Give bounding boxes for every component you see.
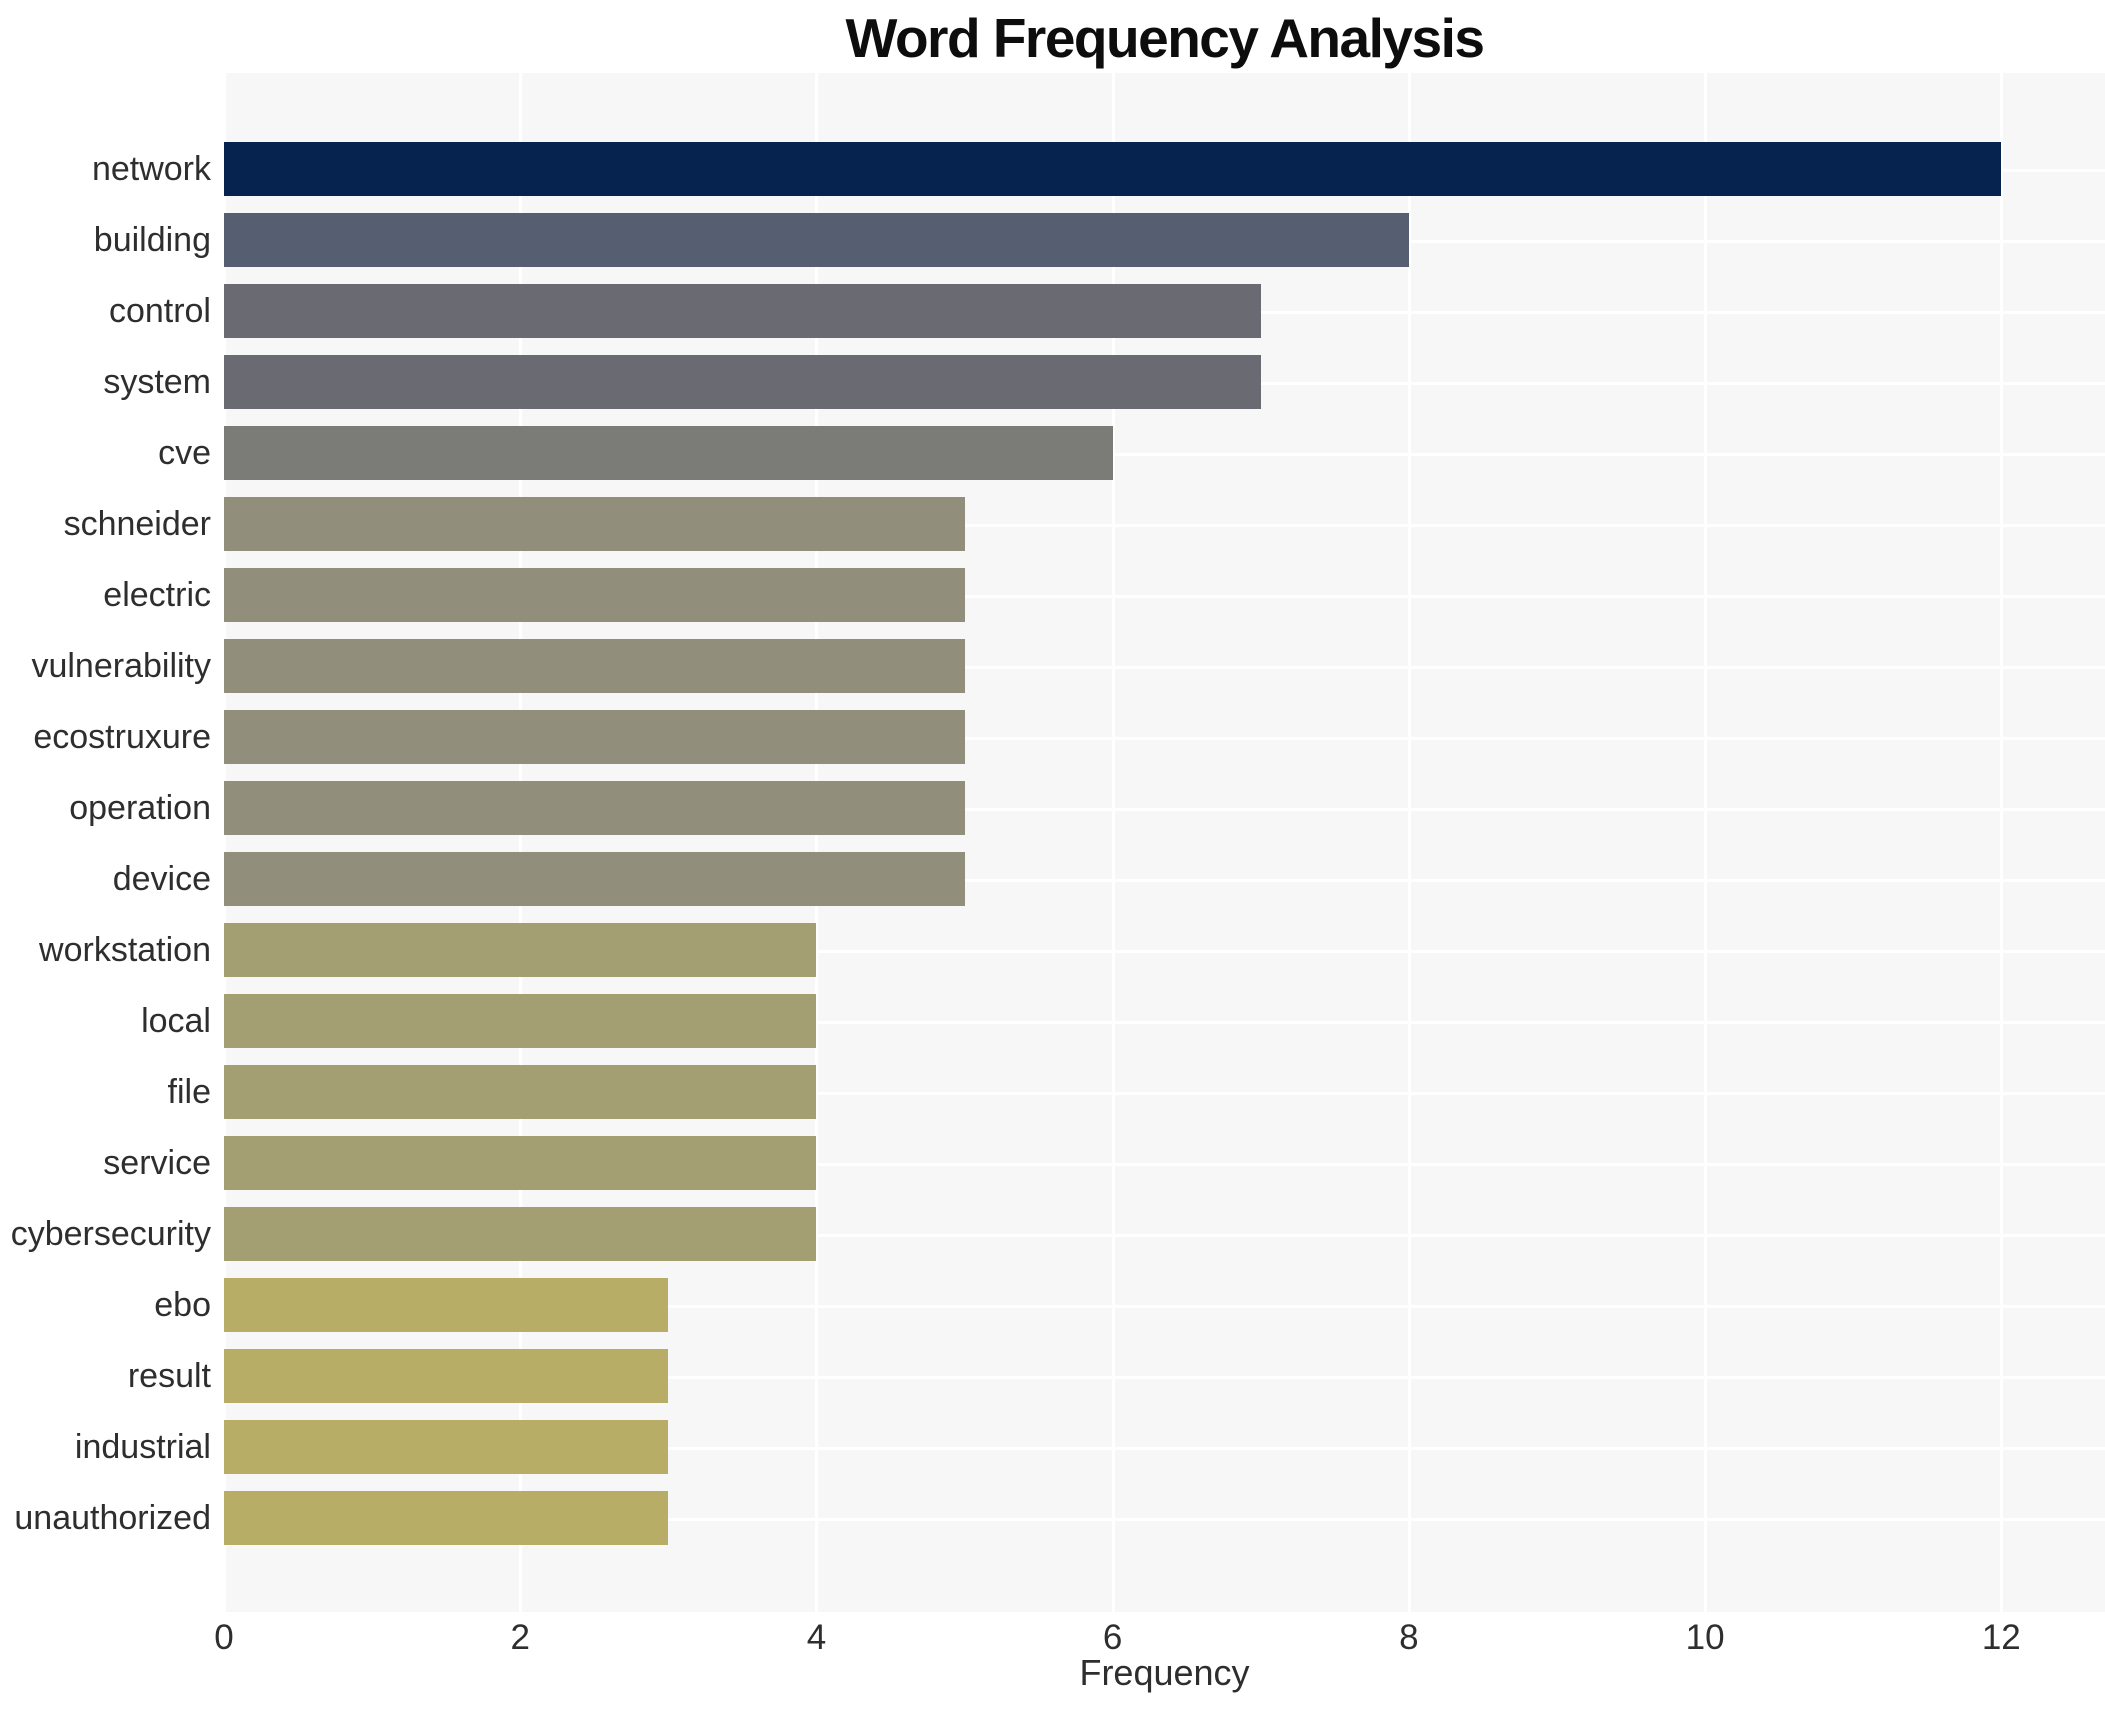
x-tick-label: 0 (214, 1618, 234, 1657)
horizontal-gridline (224, 1091, 2105, 1095)
y-tick-label: service (103, 1144, 211, 1182)
y-tick-label: industrial (74, 1428, 211, 1466)
bar-row: ecostruxure (33, 702, 2105, 773)
bar-row: schneider (64, 489, 2105, 560)
horizontal-gridline (224, 1233, 2105, 1237)
y-tick-label: vulnerability (31, 647, 211, 685)
bar-system (224, 355, 1261, 409)
bar-electric (224, 568, 965, 622)
x-tick-label: 6 (1102, 1618, 1123, 1657)
y-tick-label: workstation (39, 931, 211, 969)
y-tick-label: ebo (154, 1286, 211, 1324)
horizontal-gridline (224, 523, 2105, 527)
bar-row: unauthorized (14, 1483, 2105, 1554)
bar-network (224, 142, 2002, 196)
bar-device (224, 852, 965, 906)
horizontal-gridline (224, 1375, 2105, 1379)
bar-cybersecurity (224, 1207, 817, 1261)
chart-title: Word Frequency Analysis (845, 7, 1485, 69)
vertical-gridline (223, 73, 226, 1612)
horizontal-gridline (224, 1304, 2105, 1308)
y-tick-label: ecostruxure (33, 718, 211, 756)
bar-row: cve (158, 418, 2105, 489)
bar-file (224, 1065, 817, 1119)
bar-building (224, 213, 1409, 267)
bar-row: ebo (154, 1270, 2105, 1341)
bar-row: control (109, 276, 2105, 347)
bar-result (224, 1349, 669, 1403)
bar-row: workstation (39, 915, 2105, 986)
bar-row: result (128, 1341, 2105, 1412)
bar-row: operation (69, 773, 2105, 844)
bar-workstation (224, 923, 817, 977)
bar-row: building (94, 205, 2105, 276)
x-tick-label: 12 (1981, 1618, 2021, 1657)
horizontal-gridline (224, 452, 2105, 456)
bars-container: network building control system cve schneider… (11, 134, 2105, 1554)
bar-row: electric (103, 560, 2105, 631)
x-axis-title: Frequency (1079, 1652, 1250, 1693)
y-tick-label: cybersecurity (10, 1215, 211, 1253)
y-tick-label: device (112, 860, 211, 898)
x-tick-label: 4 (806, 1618, 827, 1657)
y-tick-label: cve (158, 434, 211, 472)
horizontal-gridline (224, 1446, 2105, 1450)
bar-ecostruxure (224, 710, 965, 764)
bar-vulnerability (224, 639, 965, 693)
horizontal-gridline (224, 1162, 2105, 1166)
bar-row: industrial (75, 1412, 2105, 1483)
y-tick-label: operation (69, 789, 211, 827)
bar-row: vulnerability (31, 631, 2105, 702)
horizontal-gridline (224, 807, 2105, 811)
y-tick-label: system (103, 363, 211, 401)
bar-industrial (224, 1420, 669, 1474)
horizontal-gridline (224, 736, 2105, 740)
bar-ebo (224, 1278, 669, 1332)
bar-service (224, 1136, 817, 1190)
horizontal-gridline (224, 594, 2105, 598)
vertical-gridline (815, 73, 819, 1612)
vertical-gridline (2000, 73, 2004, 1612)
y-tick-label: electric (103, 576, 211, 614)
bar-unauthorized (224, 1491, 669, 1545)
bar-row: device (113, 844, 2105, 915)
y-tick-label: local (141, 1002, 211, 1040)
y-tick-label: network (91, 150, 211, 188)
bar-row: file (168, 1057, 2105, 1128)
x-tick-label: 8 (1399, 1618, 1419, 1657)
vertical-gridline (1704, 73, 1708, 1612)
y-tick-label: file (167, 1073, 211, 1111)
bar-operation (224, 781, 965, 835)
bar-row: system (103, 347, 2105, 418)
x-tick-label: 2 (510, 1618, 530, 1657)
horizontal-gridline (224, 878, 2105, 882)
x-tick-label: 10 (1685, 1618, 1725, 1657)
bar-row: cybersecurity (11, 1199, 2105, 1270)
bar-row: service (103, 1128, 2105, 1199)
y-tick-label: schneider (63, 505, 211, 543)
bar-local (224, 994, 817, 1048)
plot-area: network building control system cve schneider… (11, 73, 2105, 1612)
vertical-gridline (1407, 73, 1411, 1612)
bar-row: local (141, 986, 2105, 1057)
horizontal-gridline (224, 665, 2105, 669)
bar-control (224, 284, 1261, 338)
horizontal-gridline (224, 1517, 2105, 1521)
vertical-gridline (1111, 73, 1115, 1612)
bar-cve (224, 426, 1113, 480)
horizontal-gridline (224, 1020, 2105, 1024)
y-tick-label: unauthorized (14, 1499, 211, 1537)
y-tick-label: building (93, 221, 211, 259)
x-axis: 0 2 4 6 8 10 12 (214, 1618, 2105, 1662)
y-tick-label: control (108, 292, 211, 330)
horizontal-gridline (224, 949, 2105, 953)
bar-schneider (224, 497, 965, 551)
bar-row: network (92, 134, 2105, 205)
y-tick-label: result (127, 1357, 211, 1395)
vertical-gridline (519, 73, 523, 1612)
